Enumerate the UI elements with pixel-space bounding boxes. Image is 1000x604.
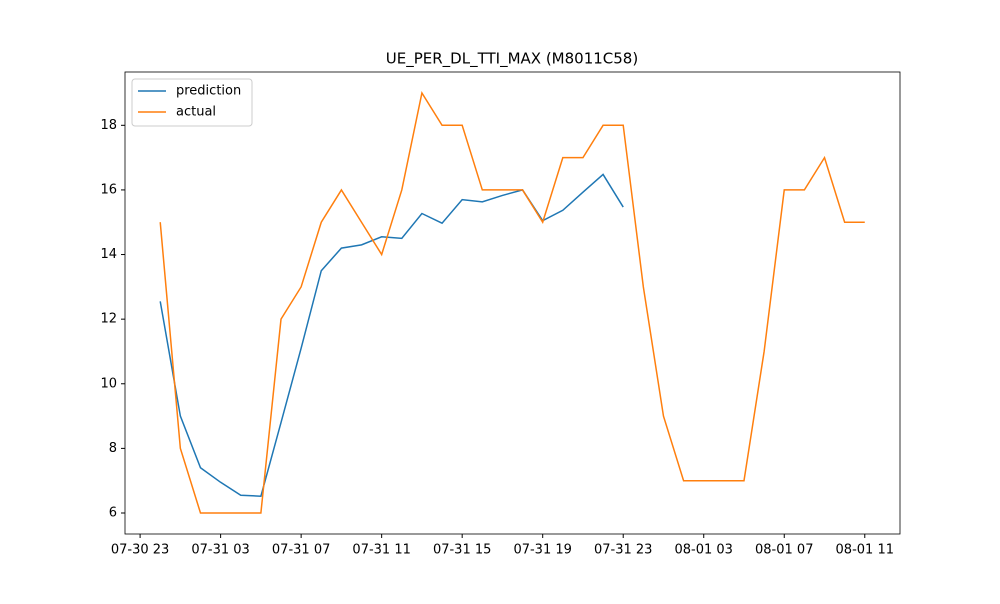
y-tick-label: 12: [100, 312, 117, 327]
x-tick-label: 08-01 03: [675, 543, 733, 558]
x-tick-label: 07-31 19: [513, 543, 571, 558]
x-tick-label: 07-31 15: [433, 543, 491, 558]
y-tick-label: 14: [100, 247, 117, 262]
legend-label: prediction: [176, 84, 241, 99]
y-tick-label: 10: [100, 376, 117, 391]
y-tick-label: 8: [109, 441, 117, 456]
plot-frame: [124, 71, 901, 535]
chart-title: UE_PER_DL_TTI_MAX (M8011C58): [386, 50, 638, 69]
series-line: [159, 173, 624, 497]
legend-label: actual: [176, 105, 216, 120]
x-tick-label: 07-31 07: [272, 543, 330, 558]
x-tick-label: 07-30 23: [111, 543, 169, 558]
x-tick-label: 07-31 23: [594, 543, 652, 558]
x-tick-label: 07-31 03: [191, 543, 249, 558]
series-line: [159, 91, 865, 514]
legend: prediction actual: [131, 78, 253, 127]
x-tick-label: 08-01 07: [755, 543, 813, 558]
x-tick-label: 07-31 11: [352, 543, 410, 558]
y-tick-label: 18: [100, 118, 117, 133]
y-tick-label: 6: [109, 506, 117, 521]
x-tick-label: 08-01 11: [836, 543, 894, 558]
y-tick-label: 16: [100, 182, 117, 197]
